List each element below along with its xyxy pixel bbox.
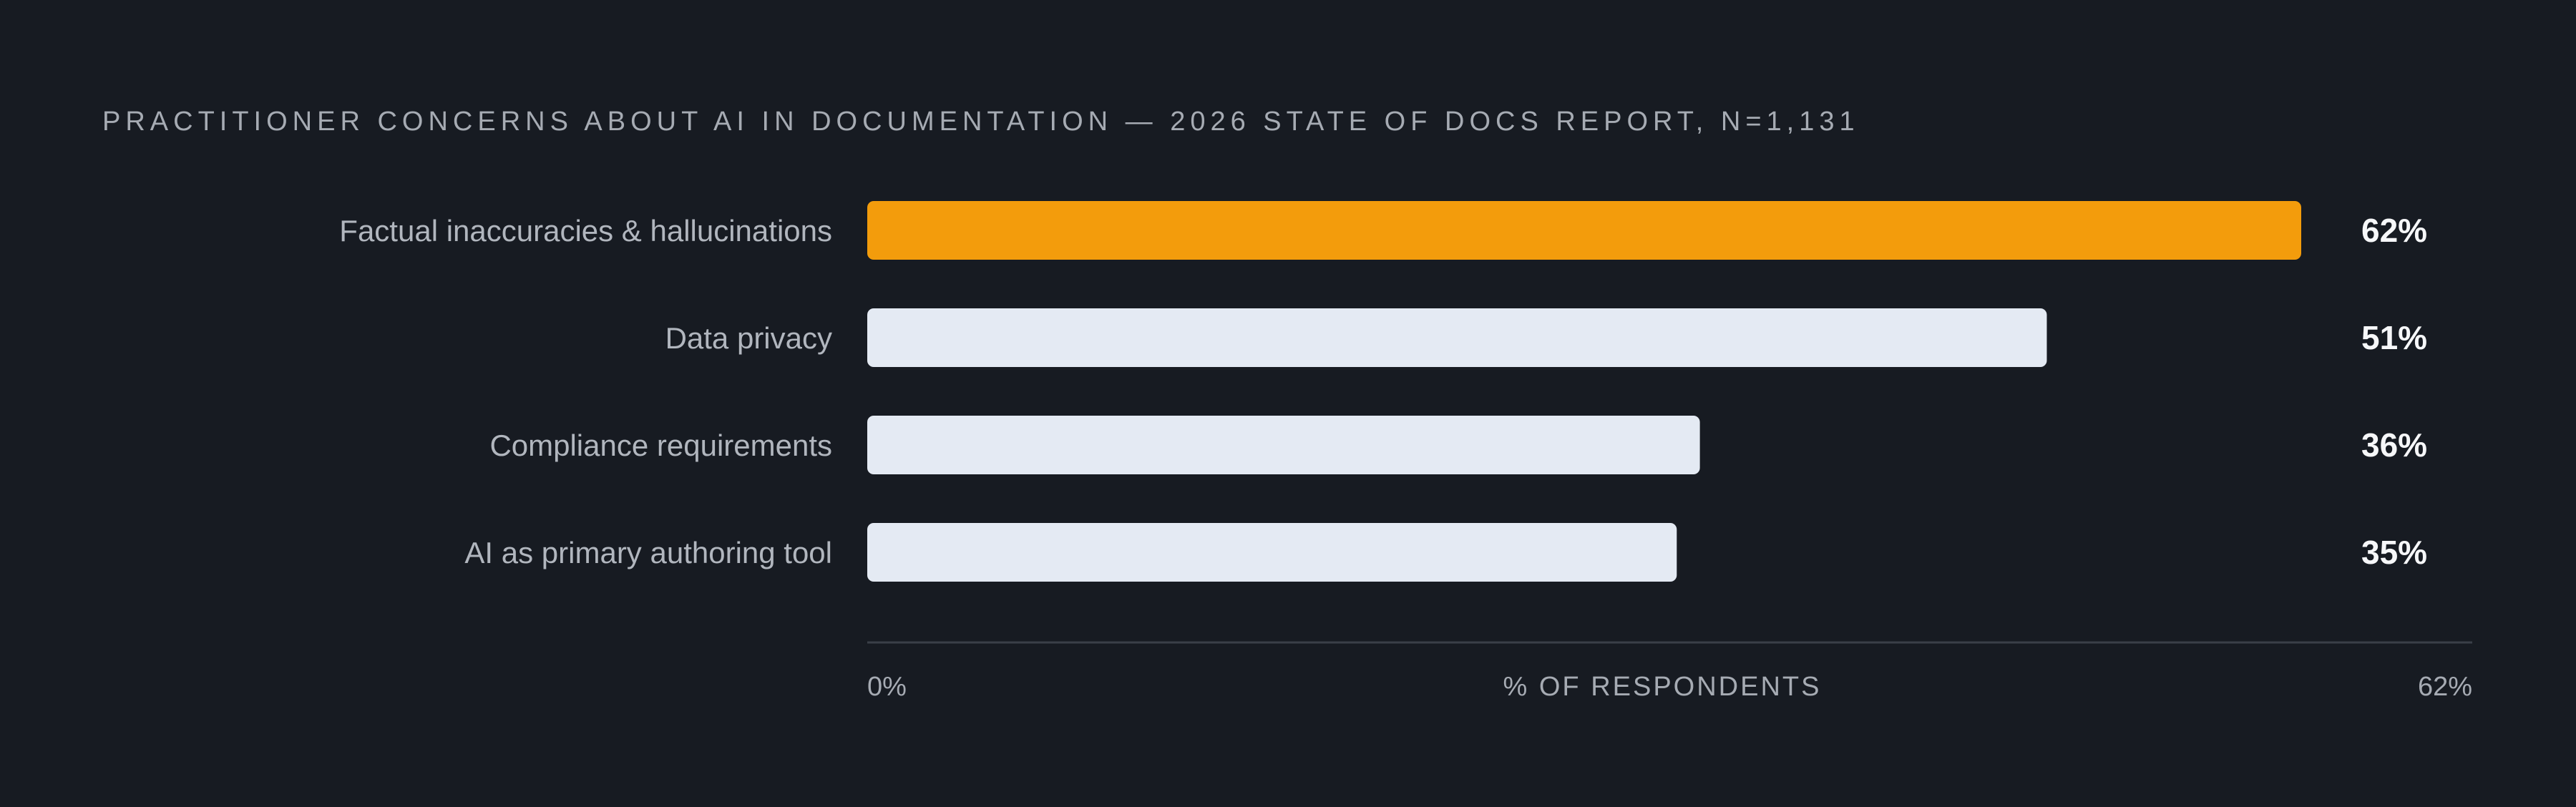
category-label: AI as primary authoring tool: [464, 536, 832, 569]
value-label: 36%: [2361, 426, 2427, 464]
bar: [867, 201, 2301, 260]
category-label: Data privacy: [665, 321, 832, 355]
category-label: Compliance requirements: [489, 429, 832, 462]
x-axis-title: % OF RESPONDENTS: [1503, 672, 1822, 702]
x-tick-label-end: 62%: [2418, 672, 2472, 702]
value-label: 51%: [2361, 319, 2427, 356]
category-label: Factual inaccuracies & hallucinations: [339, 214, 832, 248]
value-label: 62%: [2361, 212, 2427, 249]
bar: [867, 523, 1677, 582]
value-label: 35%: [2361, 534, 2427, 571]
bar: [867, 416, 1700, 474]
chart-title: PRACTITIONER CONCERNS ABOUT AI IN DOCUME…: [102, 107, 1860, 137]
x-tick-label-start: 0%: [867, 672, 907, 702]
bars-group: Factual inaccuracies & hallucinations 62%…: [339, 201, 2427, 582]
bar: [867, 308, 2047, 367]
